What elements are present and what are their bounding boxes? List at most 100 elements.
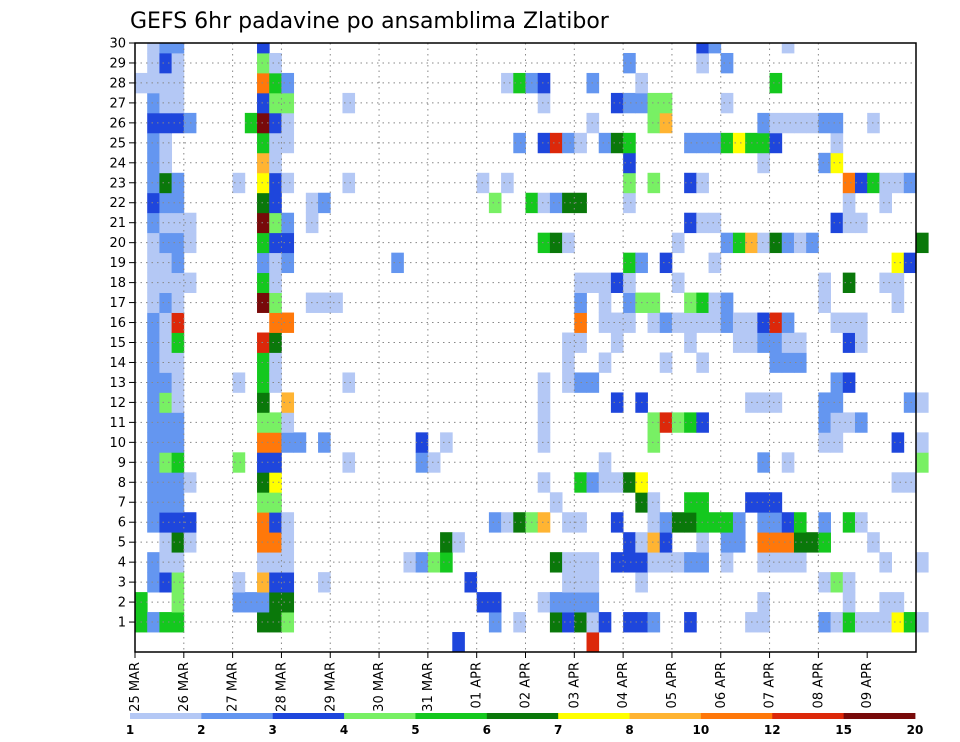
precip-cell bbox=[159, 43, 173, 54]
y-tick-label: 10 bbox=[109, 436, 126, 451]
precip-cell bbox=[562, 352, 575, 373]
precip-cell bbox=[830, 572, 844, 593]
precip-cell bbox=[537, 132, 551, 154]
precip-cell bbox=[232, 172, 246, 194]
precip-cell bbox=[281, 112, 295, 134]
precip-cell bbox=[818, 532, 831, 553]
precip-cell bbox=[757, 552, 770, 573]
colorbar-label: 1 bbox=[126, 723, 134, 737]
precip-cell bbox=[830, 212, 844, 234]
precip-cell bbox=[537, 92, 551, 114]
precip-cell bbox=[159, 272, 173, 293]
precip-cell bbox=[562, 592, 575, 613]
precip-cell bbox=[330, 292, 343, 313]
precip-cell bbox=[269, 72, 282, 94]
precip-cell bbox=[159, 332, 173, 353]
precip-cell bbox=[513, 132, 526, 154]
precip-cell bbox=[488, 592, 502, 613]
precip-cell bbox=[257, 332, 270, 353]
precip-cell bbox=[781, 532, 795, 553]
precip-cell bbox=[269, 612, 282, 633]
precip-cell bbox=[159, 192, 173, 214]
precip-cell bbox=[147, 312, 160, 333]
y-tick-label: 29 bbox=[109, 56, 126, 71]
precip-cell bbox=[159, 412, 173, 433]
precip-cell bbox=[623, 152, 636, 174]
precip-cell bbox=[842, 592, 856, 613]
precip-cell bbox=[549, 132, 563, 154]
precip-cell bbox=[232, 372, 246, 393]
precip-cell bbox=[269, 192, 282, 214]
precip-cell bbox=[684, 512, 697, 533]
precip-cell bbox=[879, 172, 892, 194]
colorbar-swatch bbox=[415, 713, 488, 719]
precip-cell bbox=[269, 112, 282, 134]
precip-cell bbox=[659, 252, 673, 274]
colorbar: 1 2 3 4 5 6 7 8 10 12 15 20 bbox=[126, 713, 923, 737]
precip-cell bbox=[903, 172, 917, 194]
precip-cell bbox=[159, 552, 173, 573]
precip-cell bbox=[623, 292, 636, 313]
precip-cell bbox=[257, 92, 270, 114]
precip-cell bbox=[769, 232, 783, 254]
precip-cell bbox=[281, 552, 295, 573]
x-tick-label: 02 APR bbox=[519, 662, 534, 708]
precip-cell bbox=[891, 252, 905, 274]
precip-cell bbox=[623, 132, 636, 154]
precip-cell bbox=[147, 152, 160, 174]
precip-cell bbox=[830, 412, 844, 433]
colorbar-label: 15 bbox=[835, 723, 852, 737]
precip-cell bbox=[171, 492, 185, 513]
precip-cell bbox=[720, 532, 734, 553]
precip-cell bbox=[537, 412, 551, 433]
precip-cell bbox=[671, 512, 685, 533]
precip-cell bbox=[159, 232, 173, 254]
precip-cell bbox=[793, 532, 807, 553]
precip-cell bbox=[257, 372, 270, 393]
precip-cell bbox=[623, 52, 636, 74]
precip-cell bbox=[842, 312, 856, 333]
precip-cell bbox=[720, 552, 734, 573]
precip-cell bbox=[171, 392, 185, 413]
precip-cell bbox=[549, 552, 563, 573]
precip-cell bbox=[781, 352, 795, 373]
precip-cell bbox=[647, 512, 661, 533]
precip-cell bbox=[818, 432, 831, 453]
precip-cell bbox=[708, 512, 722, 533]
precip-cell bbox=[281, 232, 295, 254]
precip-cell bbox=[159, 532, 173, 553]
precip-cell bbox=[842, 372, 856, 393]
precip-cell bbox=[916, 392, 929, 413]
y-tick-label: 19 bbox=[109, 256, 126, 271]
precip-cell bbox=[159, 472, 173, 493]
precip-cell bbox=[659, 92, 673, 114]
precip-cell bbox=[818, 152, 831, 174]
precip-cell bbox=[257, 152, 270, 174]
precip-cell bbox=[147, 192, 160, 214]
precip-cell bbox=[781, 232, 795, 254]
precip-cell bbox=[513, 612, 526, 633]
precip-cell bbox=[732, 312, 746, 333]
colorbar-swatch bbox=[772, 713, 845, 719]
precip-cell bbox=[171, 592, 185, 613]
precip-cell bbox=[147, 412, 160, 433]
precip-cell bbox=[818, 112, 831, 134]
precip-cell bbox=[257, 292, 270, 313]
precip-cell bbox=[732, 532, 746, 553]
precip-cell bbox=[879, 592, 892, 613]
precip-cell bbox=[269, 532, 282, 553]
precip-cell bbox=[757, 332, 770, 353]
y-tick-label: 8 bbox=[118, 476, 126, 491]
y-tick-label: 9 bbox=[118, 456, 126, 471]
precip-cell bbox=[281, 172, 295, 194]
precip-cell bbox=[916, 232, 929, 254]
precip-cell bbox=[147, 52, 160, 74]
precip-cell bbox=[171, 532, 185, 553]
precip-cell bbox=[793, 332, 807, 353]
precip-cell bbox=[269, 512, 282, 533]
x-tick-label: 04 APR bbox=[616, 662, 631, 708]
precip-cell bbox=[257, 552, 270, 573]
precip-cell bbox=[281, 312, 295, 333]
precip-cell bbox=[562, 332, 575, 353]
precip-cell bbox=[537, 372, 551, 393]
